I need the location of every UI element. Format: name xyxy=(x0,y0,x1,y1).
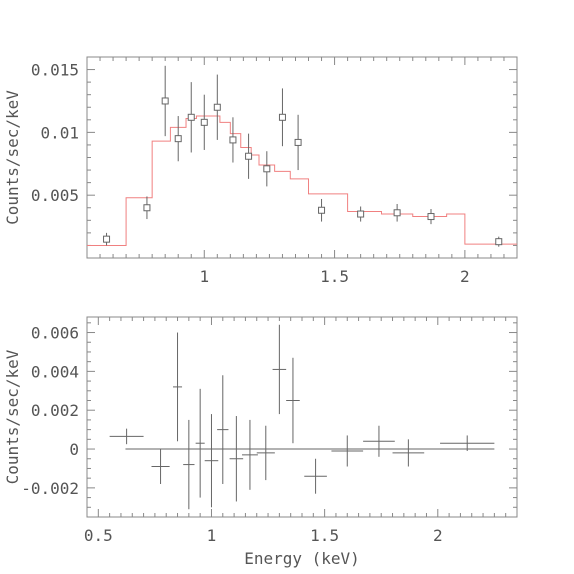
y-tick-label: 0.006 xyxy=(31,324,79,343)
y-tick-label: 0.004 xyxy=(31,362,79,381)
x-tick-label: 1 xyxy=(199,267,209,286)
x-axis-label: Energy (keV) xyxy=(244,549,360,568)
x-tick-label: 2 xyxy=(460,267,470,286)
y-tick-label: 0.015 xyxy=(31,61,79,80)
y-axis-label: Counts/sec/keV xyxy=(3,349,22,484)
y-axis-label: Counts/sec/keV xyxy=(3,90,22,225)
y-tick-label: 0.002 xyxy=(31,401,79,420)
y-tick-label: 0 xyxy=(69,440,79,459)
plot-frame xyxy=(86,56,518,259)
data-point-marker xyxy=(294,138,302,146)
data-point-marker xyxy=(174,135,182,143)
data-point-marker xyxy=(161,97,169,105)
data-point-marker xyxy=(103,235,111,243)
data-point-marker xyxy=(213,103,221,111)
data-point-marker xyxy=(229,136,237,144)
residuals-panel: 0.5 1 1.5 2 -0.002 0 0.002 0.004 0.006 Counts/sec… xyxy=(3,316,518,568)
spectrum-panel: 1 1.5 2 0.005 0.01 0.015 Counts/sec/keV xyxy=(3,56,518,286)
data-point-marker xyxy=(278,113,286,121)
x-tick-label: 1 xyxy=(207,526,217,545)
x-tick-label: 2 xyxy=(433,526,443,545)
data-point-marker xyxy=(495,238,503,246)
y-tick-label: 0.005 xyxy=(31,186,79,205)
data-point-marker xyxy=(245,152,253,160)
data-point-marker xyxy=(143,204,151,212)
y-tick-label: 0.01 xyxy=(40,123,79,142)
x-tick-label: 1.5 xyxy=(310,526,339,545)
model-step-line xyxy=(87,115,517,246)
x-tick-label: 1.5 xyxy=(320,267,349,286)
data-point-marker xyxy=(427,213,435,221)
data-point-marker xyxy=(263,165,271,173)
data-point-marker xyxy=(393,209,401,217)
data-point-marker xyxy=(318,206,326,214)
plot-frame xyxy=(86,316,518,518)
x-tick-label: 0.5 xyxy=(84,526,113,545)
data-point-marker xyxy=(200,118,208,126)
data-point-marker xyxy=(187,113,195,121)
data-point-marker xyxy=(357,210,365,218)
y-tick-label: -0.002 xyxy=(21,479,79,498)
